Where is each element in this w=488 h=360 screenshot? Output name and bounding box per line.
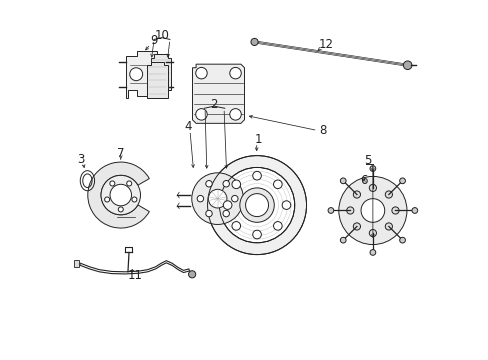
Circle shape: [126, 181, 131, 186]
Circle shape: [104, 197, 109, 202]
Text: 11: 11: [127, 269, 142, 282]
Circle shape: [340, 178, 346, 184]
Circle shape: [195, 109, 207, 120]
Circle shape: [338, 176, 406, 244]
Text: 10: 10: [154, 29, 169, 42]
Circle shape: [223, 210, 229, 217]
Circle shape: [250, 39, 258, 45]
Circle shape: [149, 68, 162, 81]
Circle shape: [399, 237, 405, 243]
Polygon shape: [192, 64, 244, 123]
Circle shape: [195, 67, 207, 79]
Circle shape: [385, 223, 392, 230]
Text: 8: 8: [318, 124, 325, 137]
Circle shape: [231, 222, 240, 230]
Circle shape: [360, 199, 384, 222]
Circle shape: [132, 197, 137, 202]
Text: 7: 7: [117, 147, 124, 159]
Circle shape: [110, 184, 131, 206]
Circle shape: [205, 180, 212, 187]
Text: 6: 6: [359, 174, 366, 186]
Circle shape: [282, 201, 290, 210]
Circle shape: [110, 181, 115, 186]
Circle shape: [229, 109, 241, 120]
Circle shape: [403, 61, 411, 69]
Circle shape: [239, 188, 274, 222]
Circle shape: [327, 208, 333, 213]
Circle shape: [223, 180, 229, 187]
Circle shape: [385, 191, 392, 198]
Circle shape: [129, 68, 142, 81]
Circle shape: [368, 184, 376, 192]
Text: 5: 5: [363, 154, 370, 167]
Text: 12: 12: [318, 38, 333, 51]
Circle shape: [252, 171, 261, 180]
Polygon shape: [74, 260, 79, 267]
Circle shape: [273, 222, 282, 230]
Text: 9: 9: [150, 34, 157, 48]
Circle shape: [188, 271, 195, 278]
Circle shape: [231, 180, 240, 189]
Circle shape: [191, 173, 243, 225]
Circle shape: [223, 201, 231, 210]
Circle shape: [353, 191, 360, 198]
Circle shape: [368, 229, 376, 237]
Text: 1: 1: [255, 133, 262, 146]
Circle shape: [391, 207, 398, 214]
Circle shape: [207, 156, 306, 255]
Circle shape: [231, 195, 238, 202]
Text: 2: 2: [210, 98, 217, 111]
Circle shape: [101, 175, 140, 215]
Circle shape: [197, 195, 203, 202]
Circle shape: [399, 178, 405, 184]
Text: 3: 3: [77, 153, 84, 166]
Circle shape: [219, 167, 294, 243]
Wedge shape: [88, 162, 149, 228]
Circle shape: [346, 207, 353, 214]
Circle shape: [340, 237, 346, 243]
Circle shape: [252, 230, 261, 239]
Polygon shape: [126, 51, 165, 98]
Circle shape: [369, 249, 375, 255]
Circle shape: [273, 180, 282, 189]
Circle shape: [118, 207, 123, 212]
Circle shape: [205, 210, 212, 217]
Text: 4: 4: [183, 121, 191, 134]
Circle shape: [229, 67, 241, 79]
Circle shape: [208, 189, 226, 208]
Circle shape: [411, 208, 417, 213]
Circle shape: [369, 166, 375, 171]
Circle shape: [245, 194, 268, 217]
Polygon shape: [147, 62, 167, 98]
Circle shape: [353, 223, 360, 230]
Polygon shape: [150, 54, 171, 90]
